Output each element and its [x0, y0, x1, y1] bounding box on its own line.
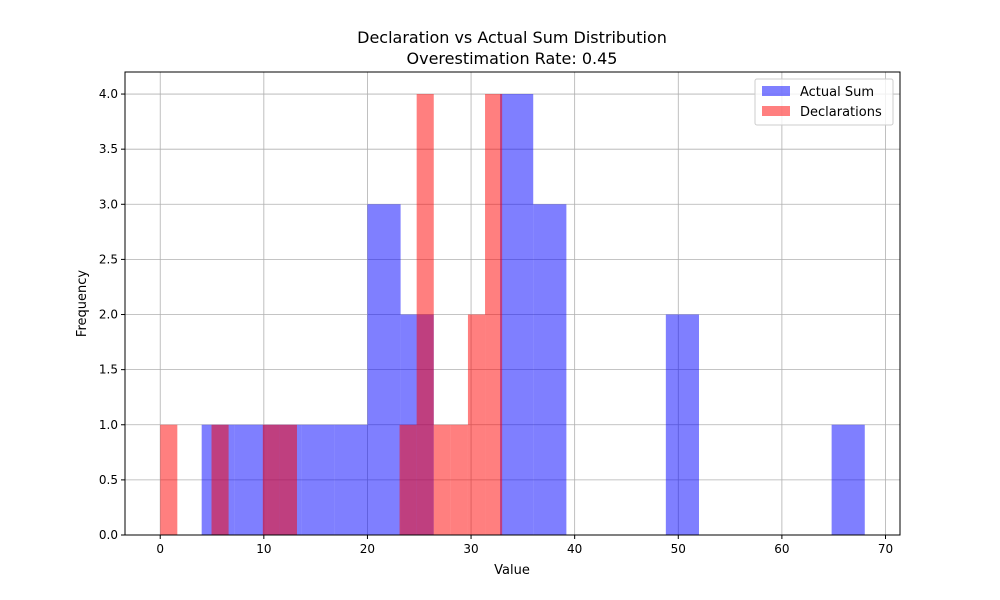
bar-declarations	[433, 424, 451, 535]
y-tick-label: 3.0	[99, 197, 118, 211]
bar-declarations	[399, 424, 417, 535]
bar-declarations	[279, 424, 297, 535]
plot-frame	[124, 71, 901, 536]
bar-declarations	[467, 314, 486, 535]
x-tick-label: 40	[567, 542, 582, 556]
y-tick-label: 2.0	[99, 308, 118, 322]
bar-actual-sum	[533, 204, 567, 536]
bar-actual-sum	[831, 424, 865, 535]
y-tick-label: 4.0	[99, 87, 118, 101]
x-tick-label: 20	[360, 542, 375, 556]
x-tick-label: 10	[256, 542, 271, 556]
legend-swatch-declarations	[762, 106, 790, 116]
x-tick-label: 50	[671, 542, 686, 556]
legend-label-actual-sum: Actual Sum	[800, 85, 874, 100]
x-axis-ticks: 0 10 20 30 40 50 60 70	[156, 535, 893, 556]
bar-actual-sum	[301, 424, 335, 535]
y-axis-label: Frequency	[75, 270, 90, 337]
bar-actual-sum	[367, 204, 401, 536]
legend-swatch-actual-sum	[762, 86, 790, 96]
x-tick-label: 0	[156, 542, 164, 556]
bar-declarations	[160, 424, 178, 535]
bar-declarations	[485, 94, 503, 536]
bar-actual-sum	[234, 424, 268, 535]
bar-actual-sum	[334, 424, 368, 535]
y-tick-label: 0.0	[99, 528, 118, 542]
y-tick-label: 1.5	[99, 363, 118, 377]
y-tick-label: 2.5	[99, 252, 118, 266]
x-axis-label: Value	[494, 563, 530, 578]
y-axis-ticks: 0.0 0.5 1.0 1.5 2.0 2.5 3.0 3.5 4.0	[99, 87, 125, 542]
bar-declarations	[450, 424, 468, 535]
bar-declarations	[416, 94, 434, 536]
y-tick-label: 1.0	[99, 418, 118, 432]
y-tick-label: 3.5	[99, 142, 118, 156]
x-tick-label: 70	[878, 542, 893, 556]
legend: Actual Sum Declarations	[754, 78, 894, 126]
legend-label-declarations: Declarations	[800, 105, 882, 120]
x-tick-label: 30	[463, 542, 478, 556]
bar-declarations	[262, 424, 280, 535]
x-tick-label: 60	[774, 542, 789, 556]
chart-title: Declaration vs Actual Sum Distribution	[357, 28, 667, 47]
bar-actual-sum	[665, 314, 699, 535]
bar-actual-sum	[500, 94, 534, 536]
y-tick-label: 0.5	[99, 473, 118, 487]
bar-declarations	[211, 424, 229, 535]
bars-layer	[160, 94, 865, 536]
chart-subtitle: Overestimation Rate: 0.45	[407, 49, 618, 68]
